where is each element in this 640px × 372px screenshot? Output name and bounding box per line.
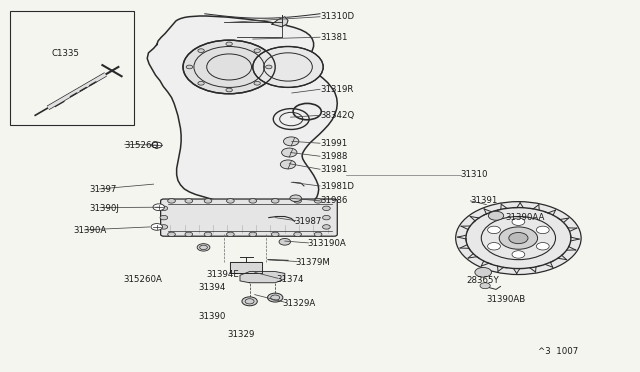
Circle shape [186, 65, 193, 69]
Circle shape [323, 225, 330, 229]
Circle shape [314, 232, 322, 237]
Circle shape [197, 244, 210, 251]
Text: 31986: 31986 [320, 196, 348, 205]
Circle shape [198, 49, 204, 52]
Circle shape [152, 142, 162, 148]
Text: 31390J: 31390J [90, 204, 120, 213]
Circle shape [456, 202, 581, 275]
Circle shape [323, 215, 330, 220]
Circle shape [271, 199, 279, 203]
Text: 31390AA: 31390AA [506, 213, 545, 222]
Circle shape [279, 238, 291, 245]
Text: 31390AB: 31390AB [486, 295, 525, 304]
Circle shape [280, 160, 296, 169]
Text: 31390: 31390 [198, 312, 226, 321]
Circle shape [160, 215, 168, 220]
Polygon shape [230, 262, 262, 273]
Circle shape [185, 199, 193, 203]
Circle shape [512, 251, 525, 258]
Text: 31381: 31381 [320, 33, 348, 42]
Text: 31526Q: 31526Q [125, 141, 159, 150]
Circle shape [488, 243, 500, 250]
Text: 38342Q: 38342Q [320, 111, 355, 120]
Text: 31374: 31374 [276, 275, 304, 283]
Circle shape [253, 46, 323, 87]
Text: 31390A: 31390A [74, 226, 107, 235]
Text: 31310: 31310 [461, 170, 488, 179]
Text: 31391: 31391 [470, 196, 498, 205]
Circle shape [509, 232, 528, 244]
Circle shape [168, 232, 175, 237]
Text: 313190A: 313190A [307, 239, 346, 248]
Circle shape [198, 81, 204, 85]
Circle shape [536, 226, 549, 234]
Circle shape [242, 297, 257, 306]
Text: 31310D: 31310D [320, 12, 354, 21]
Circle shape [153, 204, 164, 211]
Text: 31981D: 31981D [320, 182, 354, 190]
Text: 28365Y: 28365Y [466, 276, 499, 285]
Polygon shape [147, 16, 337, 211]
Circle shape [204, 232, 212, 237]
FancyBboxPatch shape [161, 199, 337, 236]
Circle shape [294, 232, 301, 237]
Bar [10, 11, 134, 125]
Circle shape [168, 199, 175, 203]
Circle shape [226, 88, 232, 92]
Circle shape [160, 225, 168, 229]
Circle shape [249, 199, 257, 203]
Circle shape [227, 232, 234, 237]
Circle shape [271, 232, 279, 237]
Text: ^3  1007: ^3 1007 [538, 347, 578, 356]
Circle shape [183, 40, 275, 94]
Circle shape [512, 218, 525, 225]
Circle shape [323, 206, 330, 211]
Circle shape [294, 199, 301, 203]
Circle shape [536, 243, 549, 250]
Circle shape [488, 226, 500, 234]
Circle shape [282, 148, 297, 157]
Circle shape [151, 224, 163, 230]
Circle shape [185, 232, 193, 237]
Text: 31397: 31397 [90, 185, 117, 194]
Text: 315260A: 315260A [124, 275, 163, 283]
Circle shape [204, 199, 212, 203]
Circle shape [254, 81, 260, 85]
Text: 31394: 31394 [198, 283, 226, 292]
Circle shape [249, 232, 257, 237]
Text: 31379M: 31379M [296, 258, 330, 267]
Polygon shape [272, 17, 288, 27]
Circle shape [226, 42, 232, 46]
Text: 31981: 31981 [320, 165, 348, 174]
Text: 31987: 31987 [294, 217, 322, 226]
Circle shape [266, 65, 272, 69]
Circle shape [314, 199, 322, 203]
Circle shape [480, 283, 490, 289]
Circle shape [284, 137, 299, 146]
Circle shape [227, 199, 234, 203]
Text: 31988: 31988 [320, 152, 348, 161]
Circle shape [488, 211, 504, 220]
Circle shape [475, 267, 492, 277]
Circle shape [290, 195, 301, 202]
Text: 31329: 31329 [227, 330, 255, 339]
Text: 31329A: 31329A [283, 299, 316, 308]
Polygon shape [240, 272, 285, 283]
Circle shape [254, 49, 260, 52]
Circle shape [499, 227, 538, 249]
Circle shape [268, 293, 283, 302]
Text: 31394E: 31394E [206, 270, 239, 279]
Text: 31319R: 31319R [320, 85, 353, 94]
Text: 31991: 31991 [320, 139, 348, 148]
Circle shape [160, 206, 168, 211]
Text: C1335: C1335 [51, 49, 79, 58]
